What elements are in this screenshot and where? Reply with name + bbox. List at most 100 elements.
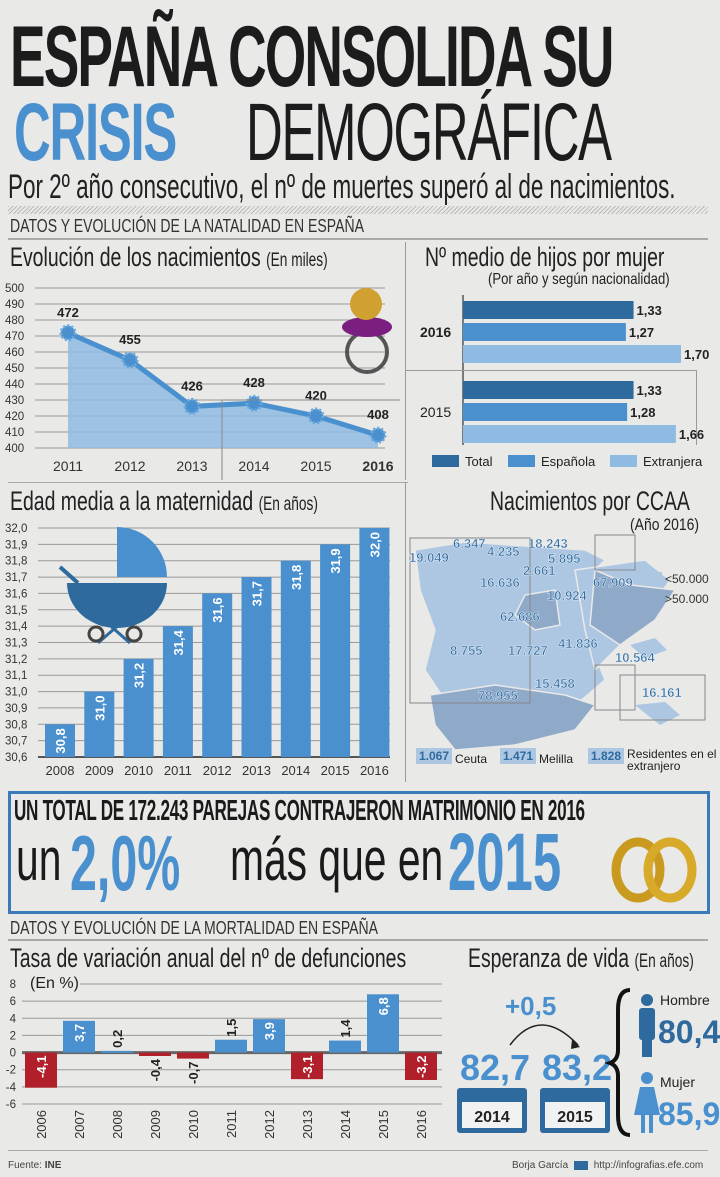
bar [329,1040,361,1053]
data-label: 455 [119,332,141,347]
x-tick-label: 2011 [53,458,83,474]
deaths-chart-title: Tasa de variación anual del nº de defunc… [10,943,407,973]
map-subtitle: (Año 2016) [630,515,699,534]
data-label: 426 [181,378,203,393]
region-value: 6.347 [453,536,486,551]
footer-rule [8,1150,708,1151]
x-tick-label: 2009 [85,763,114,778]
bar [215,1039,247,1053]
extra-label: Ceuta [455,752,488,766]
region-value: 10.564 [615,650,656,665]
bar-label: 30,8 [53,728,68,753]
marriage-box [8,791,710,914]
bar-label: 3,9 [262,1022,277,1040]
bar [202,593,233,757]
children-chart-subtitle: (Por año y según nacionalidad) [488,271,670,288]
y-tick-label: 450 [5,363,24,375]
y-tick-label: -6 [6,1099,16,1111]
x-tick-label: 2015 [376,1110,391,1139]
bar-española [463,323,626,341]
marriage-year: 2015 [448,817,562,908]
bar-extranjera [463,425,676,443]
x-tick-label: 2016 [360,763,389,778]
women-value: 85,9 [658,1096,720,1132]
y-tick-label: -4 [6,1082,17,1094]
data-point [59,324,77,342]
data-label: 428 [243,375,265,390]
bar [359,528,390,757]
maternity-chart: 30,6 30,7 30,8 30,9 31,0 31,1 31,2 31,3 31,4 31,5… [5,523,390,778]
pacifier-icon [342,288,392,374]
data-point [245,394,263,412]
source-url[interactable]: http://infografias.efe.com [593,1160,704,1171]
map-extras: 1.067 Ceuta 1.471 Melilla 1.828 Residentes en… [410,748,720,778]
x-tick-label: 2012 [262,1110,277,1139]
bar-label: -4,1 [34,1056,49,1078]
y-tick-label: 31,4 [5,621,28,633]
bar-label: 31,4 [171,629,186,655]
bar [25,1052,57,1088]
region-value: 62.686 [500,609,540,624]
life-expectancy-graphic: +0,5 82,7 83,2 2014 2015 Hombre 80,4 Muj… [457,988,720,1137]
marriage-middle: más que en [230,826,444,893]
efe-logo-icon [573,1160,588,1170]
subtitle: Por 2º año consecutivo, el nº de muertes… [8,168,676,206]
x-tick-label: 2011 [224,1110,239,1138]
column-divider [405,242,406,480]
calendar-icon-2015: 2015 [540,1088,610,1133]
bar-label: 3,7 [72,1024,87,1042]
y-tick-label: 30,8 [5,719,27,731]
deaths-unit-label: (En %) [30,975,79,992]
region-value: 5.895 [548,551,581,566]
region-value: 8.755 [450,643,483,658]
bar-label: 31,2 [132,663,147,688]
data-label: 408 [367,407,389,422]
x-tick-label: 2012 [203,763,232,778]
y-tick-label: 30,9 [5,703,27,715]
map-extra-item: 1.067 Ceuta [416,748,487,765]
y-tick-label: 0 [10,1048,16,1060]
y-tick-label: 31,6 [5,588,27,600]
men-value: 80,4 [658,1014,720,1050]
life-2015-value: 83,2 [542,1047,612,1088]
brace-icon [604,988,631,1137]
y-tick-label: 490 [5,299,24,311]
marriage-headline: UN TOTAL DE 172.243 PAREJAS CONTRAJERON … [14,795,585,827]
y-tick-label: 31,1 [5,670,27,682]
region-value: 41.836 [558,636,598,651]
legend-swatch [610,455,637,467]
rings-icon [611,837,697,903]
bar-label: -0,4 [148,1058,163,1081]
bar-label: -0,7 [186,1062,201,1084]
extra-label: Melilla [539,752,574,766]
extra-value: 1.067 [416,748,453,764]
bar [405,1052,437,1080]
category-label: 2015 [420,404,451,420]
extra-value: 1.471 [500,748,537,764]
bar [241,577,272,757]
bar-label: 1,66 [679,427,704,442]
section-heading-natalidad: DATOS Y EVOLUCIÓN DE LA NATALIDAD EN ESP… [10,216,364,236]
data-point [307,407,325,425]
section-rule [8,939,708,941]
category-label: 2016 [420,324,451,340]
data-point [369,426,387,444]
x-tick-label: 2008 [110,1110,125,1139]
bar-label: 1,5 [224,1019,239,1037]
map-extra-item: 1.471 Melilla [500,748,573,765]
region-value: 10.924 [547,588,588,603]
bar-española [463,403,628,421]
bar-label: -3,1 [300,1056,315,1078]
y-tick-label: 31,9 [5,539,27,551]
region-value: 2.661 [523,563,556,578]
data-label: 420 [305,388,327,403]
births-line [66,330,379,438]
women-label: Mujer [660,1074,695,1090]
life-2014-value: 82,7 [460,1047,530,1088]
stroller-icon [58,527,167,645]
region-value: 18.243 [528,536,568,551]
arrow-icon [509,1024,579,1046]
y-tick-label: 410 [5,427,24,439]
main-title-accent: CRISIS [14,87,177,178]
